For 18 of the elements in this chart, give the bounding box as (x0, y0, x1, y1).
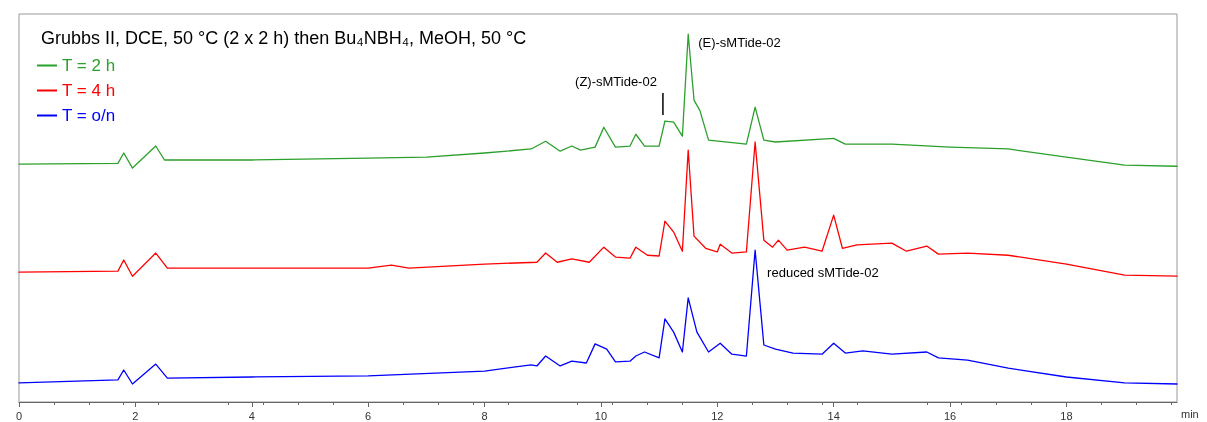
x-tick-label: 0 (15, 409, 23, 422)
x-tick-label: 10 (594, 409, 608, 422)
legend-label: T = 2 h (62, 56, 116, 75)
annotation: reduced sMTide-02 (767, 264, 879, 280)
annotation: (E)-sMTide-02 (698, 34, 781, 50)
x-axis-title: min (1181, 407, 1199, 420)
x-tick-label: 8 (481, 409, 488, 422)
x-tick-label: 18 (1060, 409, 1073, 422)
legend-label: T = o/n (62, 106, 116, 125)
x-tick-label: 2 (132, 409, 139, 422)
x-tick-label: 6 (365, 409, 372, 422)
chart-title: Grubbs II, DCE, 50 °C (2 x 2 h) then Bu₄NBH₄, MeOH, 50 °C (41, 28, 527, 48)
x-tick-label: 16 (943, 409, 957, 422)
x-tick-label: 4 (248, 409, 255, 422)
x-tick-label: 12 (711, 409, 724, 422)
annotation: (Z)-sMTide-02 (575, 73, 657, 89)
legend-label: T = 4 h (62, 81, 116, 100)
x-tick-label: 14 (827, 409, 840, 422)
